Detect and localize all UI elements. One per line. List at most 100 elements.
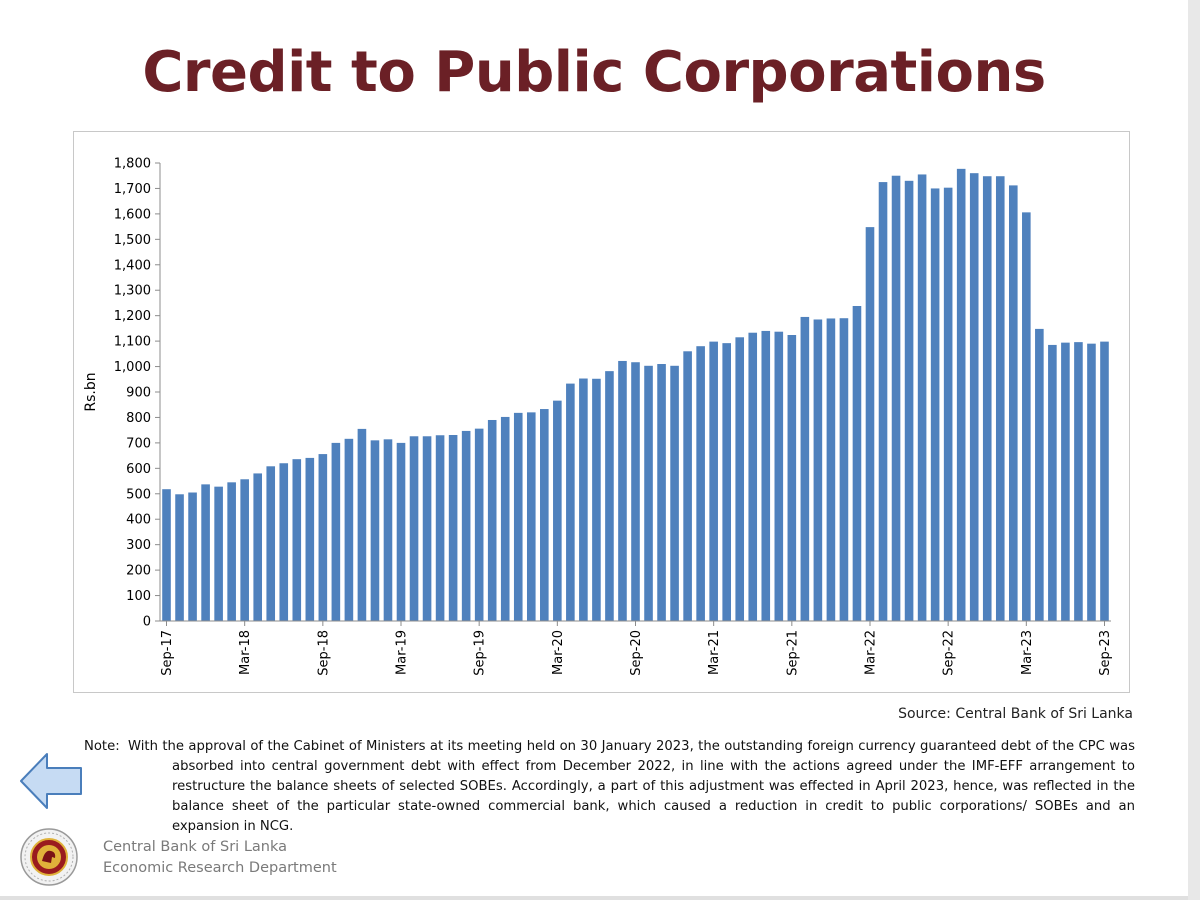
bar (1074, 342, 1083, 621)
bar (943, 187, 953, 622)
chart-frame (73, 131, 1130, 693)
organization-info: Central Bank of Sri Lanka Economic Resea… (103, 837, 337, 879)
bar (644, 365, 653, 621)
bar (904, 180, 914, 622)
source-note: Source: Central Bank of Sri Lanka (898, 706, 1133, 722)
bar (370, 440, 380, 621)
bar (318, 454, 328, 621)
bar (865, 227, 875, 621)
bar-chart: 0 100 200 300 400 500 600 700 800 900 1,000 1,100 1,… (83, 157, 1113, 676)
bar (722, 343, 731, 621)
note-label: Note: (84, 739, 120, 754)
x-tick-label: Mar-23 (1020, 630, 1035, 675)
x-tick-label: Sep-17 (160, 630, 175, 676)
bar (540, 409, 549, 621)
bar (800, 316, 810, 621)
y-tick-label: 1,500 (114, 233, 151, 248)
x-tick-label: Sep-22 (942, 630, 957, 676)
bar (344, 438, 354, 621)
bar (500, 416, 510, 621)
bar (761, 330, 771, 621)
bar (292, 459, 302, 621)
y-axis-title: Rs.bn (83, 372, 99, 411)
bar (305, 457, 315, 621)
bar (631, 362, 640, 621)
bar (774, 331, 784, 621)
bar (487, 419, 497, 621)
bar (461, 430, 471, 621)
bar (1048, 344, 1057, 621)
bar (227, 482, 236, 621)
bar (279, 463, 289, 621)
organization-name: Central Bank of Sri Lanka (103, 839, 288, 855)
bar (683, 351, 692, 621)
bar (435, 435, 445, 621)
bar (553, 400, 562, 621)
bar (448, 435, 458, 621)
department-name: Economic Research Department (103, 860, 337, 876)
y-tick-label: 500 (126, 487, 151, 502)
y-tick-label: 0 (143, 615, 151, 630)
y-tick-label: 1,100 (114, 335, 151, 350)
y-tick-label: 300 (126, 538, 151, 553)
x-tick-label: Mar-20 (551, 630, 566, 675)
bar (839, 318, 849, 621)
y-tick-label: 1,200 (114, 309, 151, 324)
bar (787, 335, 797, 621)
central-bank-seal-icon (18, 827, 80, 891)
bar (357, 428, 367, 621)
bar (474, 428, 484, 621)
x-tick-label: Mar-18 (238, 630, 253, 675)
bar (566, 383, 575, 621)
bar (995, 176, 1005, 621)
bar (162, 489, 171, 621)
bar (878, 182, 888, 622)
bar (618, 360, 627, 621)
bar (383, 439, 393, 621)
y-tick-label: 400 (126, 513, 151, 528)
bar (592, 378, 601, 621)
y-tick-label: 600 (126, 462, 151, 477)
x-tick-label: Sep-20 (629, 630, 644, 676)
bar (1035, 328, 1044, 621)
bar (1022, 212, 1031, 621)
bar (266, 466, 276, 621)
bar (422, 436, 432, 621)
bar (696, 346, 705, 621)
bar (917, 174, 927, 621)
x-tick-label: Mar-21 (707, 630, 722, 675)
note-text: With the approval of the Cabinet of Mini… (128, 739, 1135, 834)
y-tick-label: 1,000 (114, 360, 151, 375)
y-tick-label: 700 (126, 436, 151, 451)
bar (188, 492, 197, 621)
bar (852, 305, 862, 621)
bar (930, 188, 940, 621)
bar (253, 473, 263, 621)
bar (670, 365, 679, 621)
y-tick-label: 1,800 (114, 157, 151, 172)
bar (826, 318, 836, 621)
y-tick-label: 200 (126, 564, 151, 579)
bar (709, 341, 718, 621)
page-title: Credit to Public Corporations (142, 40, 1046, 105)
bar (956, 168, 966, 621)
back-arrow-icon[interactable] (19, 752, 83, 814)
y-tick-label: 1,700 (114, 182, 151, 197)
bar (240, 479, 249, 621)
bar (969, 173, 979, 621)
bar (982, 176, 992, 621)
x-tick-label: Mar-22 (863, 630, 878, 675)
bar (214, 486, 223, 621)
bar (605, 371, 614, 621)
y-tick-label: 900 (126, 386, 151, 401)
bar (526, 412, 536, 621)
bar (813, 319, 823, 621)
y-tick-label: 1,400 (114, 258, 151, 273)
bar (748, 332, 758, 621)
bar (175, 494, 184, 621)
bar (331, 442, 341, 621)
bar (1008, 185, 1018, 621)
bar (1100, 341, 1109, 621)
x-tick-label: Sep-23 (1098, 630, 1113, 676)
x-tick-label: Sep-19 (473, 630, 488, 676)
